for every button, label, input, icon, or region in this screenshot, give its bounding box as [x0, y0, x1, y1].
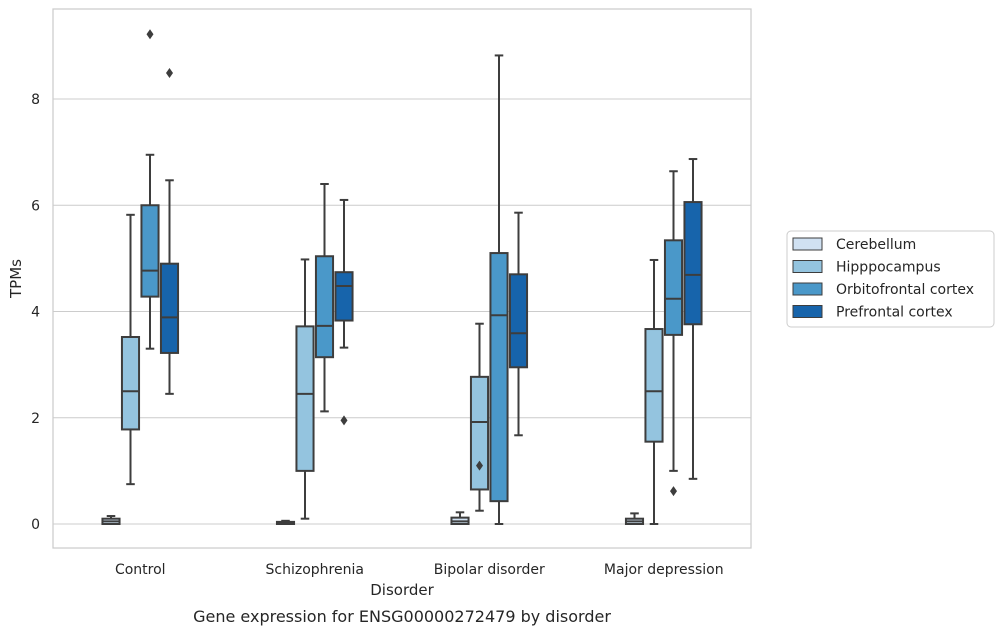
legend-label: Orbitofrontal cortex [836, 282, 974, 298]
outlier-point [146, 29, 154, 40]
y-tick-label: 2 [31, 411, 40, 427]
box-orbitofrontal-cortex [489, 252, 509, 503]
y-tick-label: 6 [31, 198, 40, 214]
outlier-point [340, 415, 348, 426]
box-prefrontal-cortex [334, 271, 354, 322]
box-group [275, 183, 354, 525]
y-tick-label: 8 [31, 92, 40, 108]
x-axis-label: Disorder [370, 581, 434, 599]
legend-label: Cerebellum [836, 237, 916, 253]
y-tick-label: 0 [31, 517, 40, 533]
box-prefrontal-cortex [508, 273, 529, 369]
box-group [450, 54, 529, 525]
box-groups [101, 29, 703, 525]
outlier-point [476, 460, 483, 471]
y-tick-label: 4 [31, 305, 40, 321]
box-group [101, 29, 180, 525]
legend-label: Hipppocampus [836, 260, 941, 276]
y-tick-labels: 0 2 4 6 8 [31, 92, 40, 533]
box-orbitofrontal-cortex [140, 204, 160, 298]
plot-frame [52, 8, 752, 549]
x-tick-label: Control [115, 562, 166, 578]
box-group [624, 158, 703, 525]
box-orbitofrontal-cortex [314, 255, 335, 359]
outlier-point [166, 67, 173, 78]
legend-swatch [792, 305, 823, 318]
box-hipppocampus [469, 375, 490, 491]
legend-frame [786, 230, 995, 328]
x-tick-labels: Control Schizophrenia Bipolar disorder Majo… [115, 562, 724, 578]
box-prefrontal-cortex [159, 262, 180, 354]
x-tick-label: Major depression [604, 562, 724, 578]
legend-swatch [792, 260, 823, 273]
legend-swatch [792, 282, 823, 296]
y-axis-label: TPMs [7, 259, 25, 299]
chart-caption: Gene expression for ENSG00000272479 by d… [193, 607, 611, 626]
x-tick-label: Bipolar disorder [434, 562, 545, 578]
box-hipppocampus [644, 328, 664, 443]
box-hipppocampus [120, 336, 141, 431]
outlier-point [670, 486, 677, 497]
legend: Cerebellum Hipppocampus Orbitofrontal cort… [786, 230, 995, 328]
x-tick-label: Schizophrenia [266, 562, 364, 578]
box-hipppocampus [295, 325, 315, 472]
box-orbitofrontal-cortex [663, 239, 684, 336]
legend-label: Prefrontal cortex [836, 305, 953, 321]
legend-swatch [792, 237, 823, 251]
box-prefrontal-cortex [683, 201, 703, 326]
